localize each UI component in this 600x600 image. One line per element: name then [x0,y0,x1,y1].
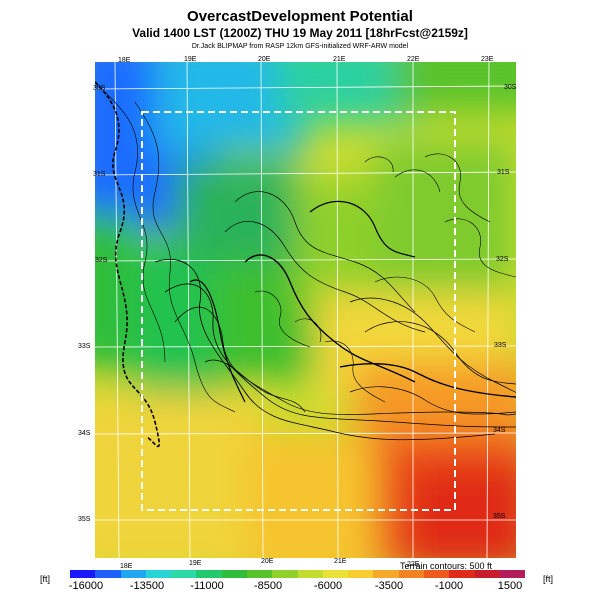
top-lon-label: 18E [118,57,131,64]
bottom-lon-label: 22E [407,561,420,568]
colorbar-swatch [120,570,146,578]
bottom-lon-label: 18E [120,563,133,570]
colorbar-tick: -11000 [190,580,224,592]
colorbar-swatch [373,570,399,578]
left-lat-label: 34S [78,430,91,437]
terrain-contours [95,81,516,448]
right-lat-label: 34S [493,427,506,434]
colorbar [70,570,526,578]
left-lat-label: 33S [78,343,91,350]
colorbar-swatch [474,570,500,578]
colorbar-swatch [171,570,197,578]
right-lat-label: 33S [494,342,507,349]
right-lat-label: 30S [504,84,517,91]
colorbar-swatch [499,570,526,578]
field-shading [95,62,516,558]
colorbar-swatch [449,570,475,578]
colorbar-swatch [297,570,323,578]
graticule-lines [95,62,516,558]
bottom-lon-label: 21E [334,558,347,565]
colorbar-swatch [423,570,450,578]
forecast-map [95,62,516,558]
top-lon-label: 22E [407,56,420,63]
colorbar-tick: 1500 [497,580,523,592]
left-lat-label: 32S [95,257,108,264]
colorbar-tick: -3500 [374,580,404,592]
right-lat-label: 32S [496,256,509,263]
map-credit: Dr.Jack BLIPMAP from RASP 12km GFS-initi… [191,43,409,50]
colorbar-swatch [95,570,121,578]
colorbar-unit-right: [ft] [543,574,554,584]
map-valid-time: Valid 1400 LST (1200Z) THU 19 May 2011 [… [132,26,468,40]
colorbar-swatch [398,570,424,578]
colorbar-swatch [322,570,349,578]
bottom-lon-label: 19E [189,560,202,567]
colorbar-unit-left: [ft] [40,574,51,584]
top-lon-label: 20E [258,56,271,63]
top-lon-label: 21E [333,56,346,63]
right-lat-label: 31S [497,169,510,176]
colorbar-swatch [70,570,96,578]
colorbar-swatch [272,570,298,578]
colorbar-tick: -1000 [434,580,464,592]
colorbar-swatch [246,570,273,578]
colorbar-swatch [145,570,172,578]
inner-domain-boundary [141,111,456,511]
bottom-lon-label: 20E [261,558,274,565]
colorbar-swatch [348,570,374,578]
left-lat-label: 35S [78,516,91,523]
terrain-contour-note: Terrain contours: 500 ft [400,561,493,571]
colorbar-swatch [221,570,247,578]
colorbar-swatch [196,570,222,578]
top-lon-label: 19E [184,56,197,63]
colorbar-tick: -8500 [253,580,283,592]
colorbar-tick: -16000 [68,580,104,592]
colorbar-tick: -13500 [129,580,165,592]
left-lat-label: 31S [93,171,106,178]
right-lat-label: 35S [493,513,506,520]
top-lon-label: 23E [481,56,494,63]
colorbar-tick: -6000 [313,580,343,592]
left-lat-label: 30S [93,85,106,92]
map-title: OvercastDevelopment Potential [187,8,413,25]
